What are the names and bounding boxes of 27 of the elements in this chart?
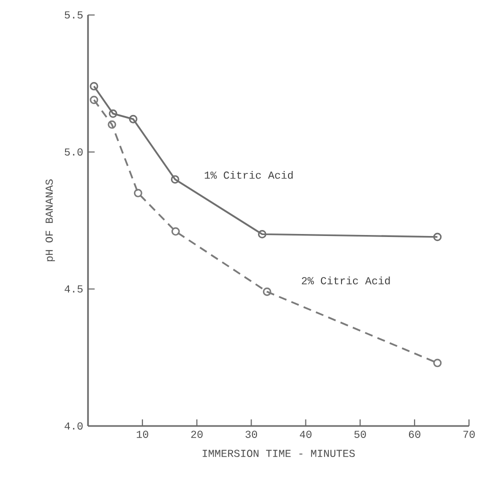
point [171, 227, 180, 236]
y-tick-label: 4.5 [64, 285, 83, 293]
x-tick-label: 10 [136, 430, 148, 438]
point [90, 96, 98, 104]
series-label: 1% Citric Acid [204, 170, 293, 179]
point [258, 230, 266, 238]
series-label: 2% Citric Acid [302, 276, 390, 284]
point [433, 232, 442, 242]
x-tick-label: 50 [354, 430, 366, 438]
point [128, 114, 138, 124]
x-tick-label: 40 [300, 430, 312, 438]
point [108, 109, 118, 118]
point [262, 288, 272, 296]
y-axis-title: pH OF BANANAS [46, 179, 55, 262]
point [134, 188, 142, 198]
y-tick-label: 4.0 [64, 422, 83, 430]
x-tick-label: 30 [246, 430, 258, 438]
x-tick-label: 20 [191, 430, 203, 438]
point [108, 120, 116, 129]
point [433, 358, 442, 368]
y-tick-label: 5.0 [64, 148, 83, 156]
x-tick-label: 60 [408, 430, 420, 438]
point [90, 82, 98, 90]
point [170, 175, 180, 184]
x-tick-label: 70 [463, 430, 475, 438]
x-axis-title: IMMERSION TIME - MINUTES [202, 450, 355, 458]
y-tick-label: 5.5 [64, 11, 83, 19]
